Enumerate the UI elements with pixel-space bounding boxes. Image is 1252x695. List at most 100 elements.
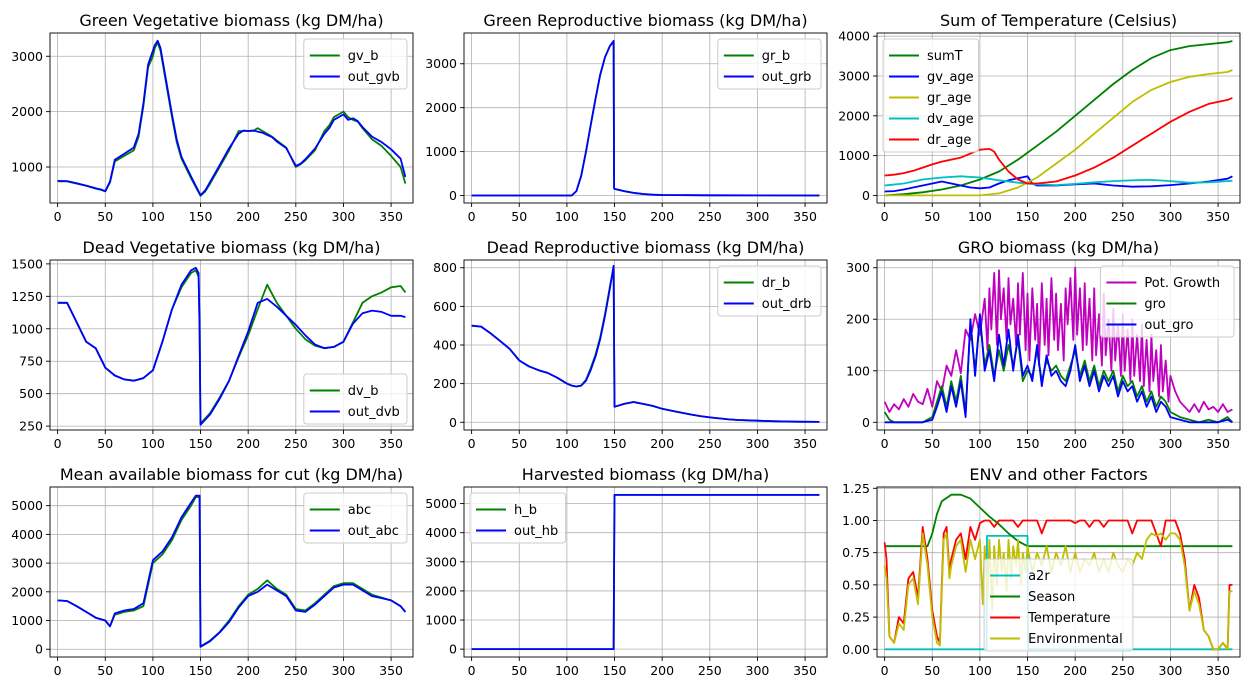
y-tick-label: 500 bbox=[19, 386, 43, 401]
y-tick-label: 3000 bbox=[425, 56, 457, 71]
x-tick-label: 300 bbox=[1159, 209, 1183, 224]
x-tick-label: 250 bbox=[698, 209, 722, 224]
x-tick-label: 300 bbox=[332, 663, 356, 678]
y-tick-label: 800 bbox=[433, 260, 457, 275]
x-tick-label: 100 bbox=[555, 436, 579, 451]
legend-box bbox=[983, 558, 1134, 652]
legend-entry: abc bbox=[348, 503, 371, 518]
legend-entry: Season bbox=[1028, 590, 1075, 605]
y-tick-label: 0 bbox=[862, 415, 870, 430]
series-line-gro bbox=[883, 318, 1234, 424]
y-tick-label: 300 bbox=[846, 260, 870, 275]
y-tick-label: 4000 bbox=[425, 525, 457, 540]
x-tick-label: 0 bbox=[881, 436, 889, 451]
series-line-out-drb bbox=[471, 264, 820, 423]
x-tick-label: 250 bbox=[698, 436, 722, 451]
legend: Pot. Growth gro out_gro bbox=[1099, 265, 1235, 338]
series-line-environmental bbox=[883, 532, 1233, 651]
x-tick-label: 350 bbox=[379, 663, 403, 678]
x-tick-label: 200 bbox=[236, 436, 260, 451]
legend-entry: Temperature bbox=[1027, 611, 1110, 626]
axes-frame bbox=[49, 32, 414, 204]
x-tick-label: 200 bbox=[650, 209, 674, 224]
x-tick-label: 350 bbox=[793, 436, 817, 451]
x-tick-label: 50 bbox=[511, 436, 527, 451]
legend: dv_b out_dvb bbox=[303, 373, 408, 425]
series-group bbox=[884, 40, 1233, 197]
y-tick-label: 1250 bbox=[11, 289, 43, 304]
x-tick-label: 250 bbox=[284, 663, 308, 678]
y-tick-label: 2000 bbox=[425, 583, 457, 598]
y-tick-label: 2000 bbox=[11, 104, 43, 119]
axes-frame bbox=[876, 259, 1241, 431]
x-tick-label: 250 bbox=[284, 436, 308, 451]
x-tick-label: 50 bbox=[924, 663, 940, 678]
legend-entry: gr_age bbox=[927, 91, 971, 106]
y-tick-label: 600 bbox=[433, 299, 457, 314]
legend: gv_b out_gvb bbox=[303, 38, 408, 90]
y-tick-label: 0.00 bbox=[842, 642, 870, 657]
x-tick-label: 50 bbox=[511, 209, 527, 224]
legend-entry: dr_age bbox=[927, 133, 971, 148]
subplot-6: 0 50 100 150 200 250 300 350 0 100 200 300 GRO bioma… bbox=[846, 238, 1241, 451]
x-tick-label: 50 bbox=[924, 209, 940, 224]
y-tick-label: 3000 bbox=[425, 554, 457, 569]
x-tick-label: 50 bbox=[924, 436, 940, 451]
subplot-title: Sum of Temperature (Celsius) bbox=[940, 11, 1177, 30]
legend-entry: Environmental bbox=[1028, 632, 1123, 647]
x-tick-label: 100 bbox=[968, 663, 992, 678]
x-tick-label: 350 bbox=[379, 436, 403, 451]
x-tick-label: 0 bbox=[54, 663, 62, 678]
legend-box bbox=[882, 38, 980, 153]
x-tick-label: 350 bbox=[1206, 209, 1230, 224]
x-tick-label: 100 bbox=[555, 209, 579, 224]
y-tick-label: 1000 bbox=[425, 613, 457, 628]
subplot-title: ENV and other Factors bbox=[969, 465, 1147, 484]
y-tick-label: 5000 bbox=[11, 498, 43, 513]
x-tick-label: 300 bbox=[1159, 663, 1183, 678]
legend: abc out_abc bbox=[303, 492, 408, 544]
series-line-season bbox=[884, 493, 1233, 548]
y-tick-label: 0.75 bbox=[842, 545, 870, 560]
x-tick-label: 350 bbox=[793, 209, 817, 224]
axes-frame bbox=[463, 32, 828, 204]
y-tick-label: 400 bbox=[433, 338, 457, 353]
x-tick-label: 150 bbox=[1016, 209, 1040, 224]
y-tick-label: 2000 bbox=[11, 584, 43, 599]
x-tick-label: 0 bbox=[468, 209, 476, 224]
x-tick-label: 300 bbox=[746, 663, 770, 678]
series-group bbox=[471, 40, 820, 197]
y-tick-label: 3000 bbox=[838, 68, 870, 83]
legend-entry: h_b bbox=[514, 503, 537, 518]
y-tick-label: 1.00 bbox=[842, 513, 870, 528]
x-tick-label: 300 bbox=[746, 436, 770, 451]
x-tick-label: 200 bbox=[650, 663, 674, 678]
x-tick-label: 150 bbox=[189, 436, 213, 451]
x-tick-label: 300 bbox=[332, 436, 356, 451]
x-tick-label: 0 bbox=[468, 436, 476, 451]
x-tick-label: 350 bbox=[1206, 436, 1230, 451]
subplot-7: 0 50 100 150 200 250 300 350 0 1000 2000 3000 4000 50… bbox=[11, 465, 414, 678]
series-line-out-hb bbox=[471, 493, 820, 650]
legend-box bbox=[1099, 265, 1235, 338]
x-tick-label: 50 bbox=[97, 436, 113, 451]
x-tick-label: 150 bbox=[189, 663, 213, 678]
legend-entry: out_drb bbox=[762, 297, 812, 312]
subplot-4: 0 50 100 150 200 250 300 350 250 500 750 1000 1250 15… bbox=[11, 238, 414, 451]
series-group bbox=[883, 266, 1234, 424]
subplot-8: 0 50 100 150 200 250 300 350 0 1000 2000 3000 4000 50… bbox=[425, 465, 828, 678]
subplot-title: Dead Vegetative biomass (kg DM/ha) bbox=[83, 238, 381, 257]
series-line-out-abc bbox=[57, 494, 407, 648]
y-tick-label: 200 bbox=[433, 376, 457, 391]
x-tick-label: 100 bbox=[141, 209, 165, 224]
legend-entry: gv_b bbox=[348, 49, 379, 64]
y-tick-label: 1000 bbox=[11, 160, 43, 175]
legend-entry: a2r bbox=[1028, 569, 1050, 584]
x-tick-label: 150 bbox=[189, 209, 213, 224]
legend-entry: out_abc bbox=[348, 524, 399, 539]
subplot-3: 0 50 100 150 200 250 300 350 0 1000 2000 3000 4000 Su… bbox=[838, 11, 1241, 224]
x-tick-label: 0 bbox=[881, 209, 889, 224]
x-tick-label: 350 bbox=[1206, 663, 1230, 678]
subplot-title: Green Vegetative biomass (kg DM/ha) bbox=[79, 11, 383, 30]
